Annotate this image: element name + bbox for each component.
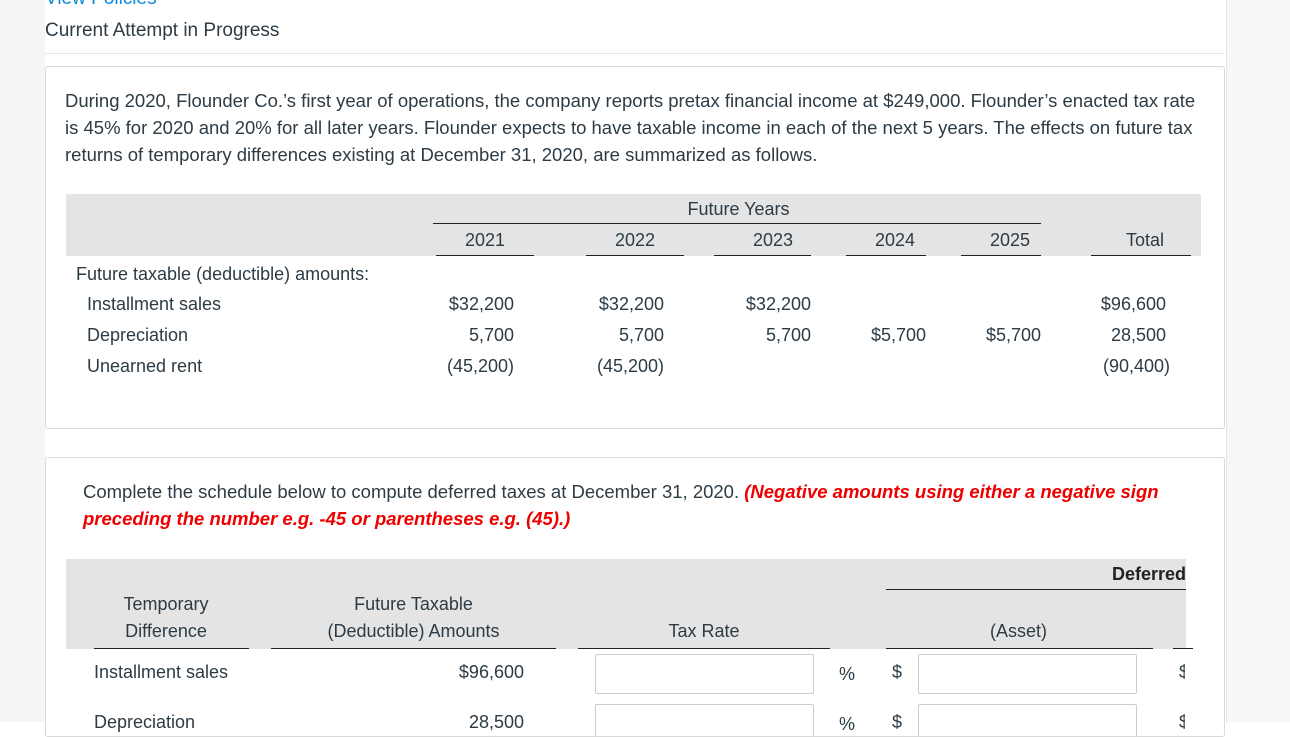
instruction: Complete the schedule below to compute d… — [83, 481, 740, 502]
cell: (45,200) — [446, 356, 514, 376]
col-total: Total — [1125, 230, 1164, 250]
header-rule — [433, 223, 1041, 224]
col-rule — [271, 648, 556, 649]
problem-text: During 2020, Flounder Co.’s first year o… — [65, 90, 1196, 165]
col-rule — [436, 255, 534, 256]
col-rule — [1173, 648, 1193, 649]
asset-header: (Asset) — [989, 621, 1047, 641]
cell: $96,600 — [1100, 294, 1166, 314]
dollar-sign: $ — [1179, 662, 1185, 683]
page-title: Current Attempt in Progress — [45, 20, 280, 41]
amount: $96,600 — [458, 662, 524, 682]
percent-sign: % — [839, 664, 856, 684]
cell: $5,700 — [870, 325, 926, 345]
row-label: Depreciation — [87, 325, 189, 345]
table-header — [66, 194, 1201, 256]
cell: 5,700 — [468, 325, 514, 345]
cell: 5,700 — [618, 325, 664, 345]
cell: 28,500 — [1110, 325, 1166, 345]
col-2022: 2022 — [614, 230, 656, 250]
row-label: Installment sales — [94, 662, 229, 682]
divider — [45, 53, 1225, 54]
col-rule — [886, 648, 1153, 649]
tax-rate-input[interactable] — [595, 654, 814, 694]
col-rule — [578, 648, 830, 649]
instruction-note: (Negative amounts using either a negativ… — [83, 481, 1159, 529]
cell: $32,200 — [745, 294, 811, 314]
col-2021: 2021 — [464, 230, 506, 250]
row-label: Installment sales — [87, 294, 222, 314]
schedule-header — [66, 559, 1186, 649]
col-rule — [714, 255, 811, 256]
col-rule — [1091, 255, 1191, 256]
amounts-header: (Deductible) Amounts — [327, 621, 500, 641]
percent-sign: % — [839, 714, 856, 734]
problem-panel: During 2020, Flounder Co.’s first year o… — [45, 66, 1225, 429]
col-2025: 2025 — [989, 230, 1031, 250]
col-rule — [961, 255, 1041, 256]
deferred-asset-input[interactable] — [918, 654, 1137, 694]
col-rule — [94, 648, 249, 649]
section-label: Future taxable (deductible) amounts: — [76, 264, 370, 284]
cell: $32,200 — [448, 294, 514, 314]
right-gutter — [1226, 0, 1290, 722]
row-label: Unearned rent — [87, 356, 203, 376]
cell: (90,400) — [1102, 356, 1170, 376]
temp-diff-header: Difference — [125, 621, 207, 641]
cell: 5,700 — [765, 325, 811, 345]
amount: 28,500 — [468, 712, 524, 732]
tax-rate-input[interactable] — [595, 704, 814, 736]
col-rule — [586, 255, 684, 256]
header-rule — [886, 589, 1186, 590]
amounts-header: Future Taxable — [354, 594, 473, 614]
view-policies-link[interactable]: View Policies — [45, 0, 157, 10]
schedule-panel: Complete the schedule below to compute d… — [45, 457, 1225, 737]
tax-rate-header: Tax Rate — [668, 621, 740, 641]
cell: $5,700 — [985, 325, 1041, 345]
col-2024: 2024 — [874, 230, 916, 250]
dollar-sign: $ — [892, 712, 903, 732]
instruction-text: Complete the schedule below to compute d… — [83, 478, 1193, 532]
dollar-sign: $ — [1179, 712, 1185, 733]
cell: $32,200 — [598, 294, 664, 314]
col-2023: 2023 — [752, 230, 794, 250]
cell: (45,200) — [596, 356, 664, 376]
future-years-header: Future Years — [687, 199, 790, 219]
deferred-asset-input[interactable] — [918, 704, 1137, 736]
col-rule — [846, 255, 926, 256]
left-gutter — [0, 0, 45, 722]
row-label: Depreciation — [94, 712, 196, 732]
dollar-sign: $ — [892, 662, 903, 682]
deferred-header: Deferred — [1111, 564, 1186, 584]
temp-diff-header: Temporary — [123, 594, 209, 614]
